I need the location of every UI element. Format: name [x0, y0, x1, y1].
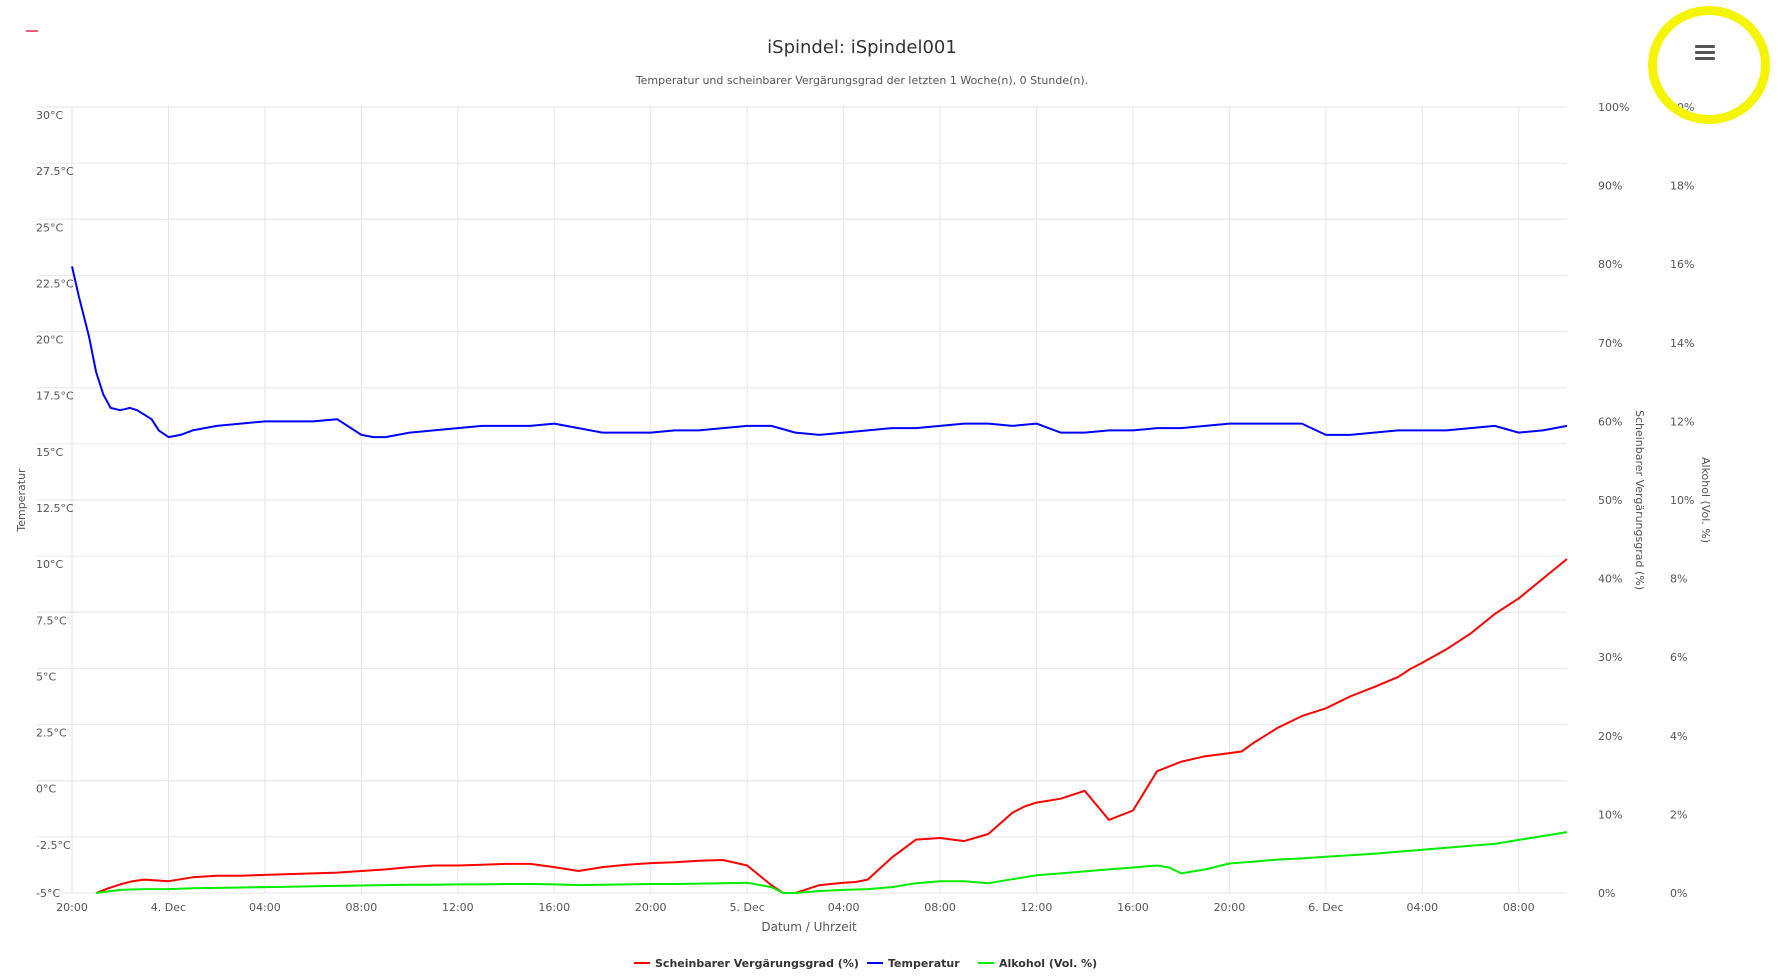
menu-bar — [1695, 51, 1715, 54]
series-line-temperature — [71, 266, 1568, 439]
series-line-alcohol — [95, 831, 1568, 894]
y-tick-temperature: -2.5°C — [36, 839, 71, 852]
y-tick-attenuation: 40% — [1598, 573, 1622, 586]
y-tick-temperature: 20°C — [36, 334, 63, 347]
y-tick-temperature: 5°C — [36, 670, 56, 683]
x-tick: 12:00 — [1021, 901, 1053, 914]
x-tick: 08:00 — [924, 901, 956, 914]
y-tick-temperature: -5°C — [36, 887, 60, 900]
y-tick-alcohol: 2% — [1670, 808, 1687, 821]
y-tick-temperature: 12.5°C — [36, 502, 74, 515]
y-tick-alcohol: 10% — [1670, 494, 1694, 507]
y-axis-label-attenuation: Scheinbarer Vergärungsgrad (%) — [1633, 410, 1646, 590]
y-tick-attenuation: 30% — [1598, 651, 1622, 664]
legend-item-attenuation: Scheinbarer Vergärungsgrad (%) — [655, 957, 859, 970]
legend-item-alcohol: Alkohol (Vol. %) — [999, 957, 1097, 970]
y-tick-temperature: 15°C — [36, 446, 63, 459]
y-tick-attenuation: 20% — [1598, 730, 1622, 743]
y-tick-temperature: 17.5°C — [36, 390, 74, 403]
attenuation-axis-ticks: 100% 90% 80% 70% 60% 50% 40% 30% 20% 10% 0% — [1598, 101, 1629, 900]
x-tick: 08:00 — [346, 901, 378, 914]
x-tick: 4. Dec — [151, 901, 186, 914]
y-tick-alcohol: 6% — [1670, 651, 1687, 664]
x-tick: 20:00 — [635, 901, 667, 914]
y-tick-attenuation: 0% — [1598, 887, 1615, 900]
series-line-attenuation — [95, 558, 1568, 894]
y-tick-attenuation: 50% — [1598, 494, 1622, 507]
x-tick: 6. Dec — [1308, 901, 1343, 914]
temperature-axis-ticks: 30°C 27.5°C 25°C 22.5°C 20°C 17.5°C 15°C 12.5°C… — [36, 109, 74, 900]
y-tick-alcohol: 18% — [1670, 180, 1694, 193]
x-tick: 04:00 — [828, 901, 860, 914]
y-tick-alcohol: 16% — [1670, 258, 1694, 271]
x-tick: 16:00 — [538, 901, 570, 914]
x-tick: 12:00 — [442, 901, 474, 914]
y-tick-temperature: 30°C — [36, 109, 63, 122]
y-tick-alcohol: 8% — [1670, 573, 1687, 586]
y-axis-label-alcohol: Alkohol (Vol. %) — [1699, 457, 1712, 543]
y-tick-attenuation: 100% — [1598, 101, 1629, 114]
chart-title: iSpindel: iSpindel001 — [767, 37, 957, 58]
x-tick: 20:00 — [1214, 901, 1246, 914]
x-axis-label: Datum / Uhrzeit — [761, 920, 857, 934]
y-tick-temperature: 10°C — [36, 558, 63, 571]
alcohol-axis-ticks: 20%18%16%14%12%10%8%6%4%2%0% — [1670, 101, 1694, 900]
x-tick: 04:00 — [249, 901, 281, 914]
y-tick-temperature: 22.5°C — [36, 277, 74, 290]
x-tick: 20:00 — [56, 901, 88, 914]
y-tick-attenuation: 70% — [1598, 337, 1622, 350]
y-tick-alcohol: 12% — [1670, 415, 1694, 428]
series-lines — [71, 266, 1568, 894]
legend: Scheinbarer Vergärungsgrad (%) Temperatur… — [634, 957, 1097, 970]
menu-bar — [1695, 57, 1715, 60]
y-tick-alcohol: 4% — [1670, 730, 1687, 743]
y-tick-attenuation: 80% — [1598, 258, 1622, 271]
x-tick: 16:00 — [1117, 901, 1149, 914]
menu-bar — [1695, 45, 1715, 48]
hamburger-menu-icon[interactable] — [1690, 42, 1720, 72]
corner-mark — [26, 30, 38, 32]
y-tick-attenuation: 10% — [1598, 808, 1622, 821]
legend-item-temperature: Temperatur — [888, 957, 960, 970]
y-tick-temperature: 27.5°C — [36, 165, 74, 178]
y-tick-attenuation: 60% — [1598, 415, 1622, 428]
y-tick-temperature: 25°C — [36, 221, 63, 234]
x-tick: 08:00 — [1503, 901, 1535, 914]
y-tick-temperature: 2.5°C — [36, 727, 67, 740]
menu-highlight-circle — [1648, 6, 1770, 124]
y-tick-attenuation: 90% — [1598, 180, 1622, 193]
grid-lines — [37, 106, 1567, 894]
y-tick-temperature: 0°C — [36, 783, 56, 796]
y-tick-alcohol: 0% — [1670, 887, 1687, 900]
x-axis-ticks: 20:00 4. Dec 04:00 08:00 12:00 16:00 20:00 5. D… — [56, 901, 1534, 914]
y-tick-temperature: 7.5°C — [36, 614, 67, 627]
x-tick: 04:00 — [1406, 901, 1438, 914]
x-tick: 5. Dec — [730, 901, 765, 914]
y-tick-alcohol: 14% — [1670, 337, 1694, 350]
chart-subtitle: Temperatur und scheinbarer Vergärungsgra… — [635, 74, 1088, 87]
y-axis-label-temperature: Temperatur — [15, 468, 28, 533]
